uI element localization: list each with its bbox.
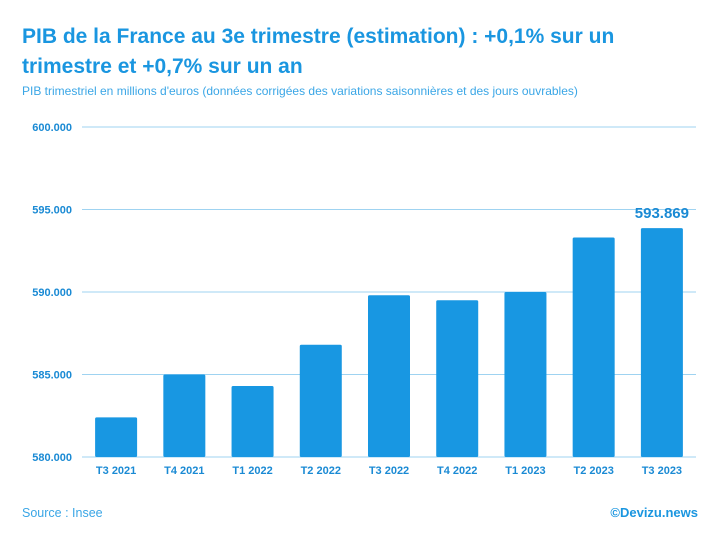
bar bbox=[436, 300, 479, 457]
x-tick-label: T1 2023 bbox=[505, 465, 545, 477]
bar bbox=[640, 228, 683, 457]
x-tick-label: T2 2022 bbox=[301, 465, 341, 477]
y-tick-label: 580.000 bbox=[32, 452, 72, 464]
x-tick-label: T3 2023 bbox=[642, 465, 682, 477]
chart-title: PIB de la France au 3e trimestre (estima… bbox=[22, 25, 615, 78]
x-tick-label: T3 2022 bbox=[369, 465, 409, 477]
x-tick-label: T4 2022 bbox=[437, 465, 477, 477]
y-tick-label: 590.000 bbox=[32, 287, 72, 299]
credit-logo: ©Devizu.news bbox=[610, 505, 698, 520]
y-tick-label: 600.000 bbox=[32, 122, 72, 134]
bar bbox=[572, 237, 615, 457]
chart-subtitle: PIB trimestriel en millions d'euros (don… bbox=[22, 84, 578, 98]
annotations: 593.869 bbox=[635, 205, 689, 222]
bar bbox=[95, 417, 138, 457]
x-tick-label: T2 2023 bbox=[573, 465, 613, 477]
bar bbox=[163, 374, 206, 457]
source-note: Source : Insee bbox=[22, 506, 103, 520]
x-tick-label: T1 2022 bbox=[232, 465, 272, 477]
y-axis-ticks: 580.000 585.000 590.000 595.000 600.000 bbox=[32, 122, 72, 464]
x-tick-label: T3 2021 bbox=[96, 465, 136, 477]
data-label: 593.869 bbox=[635, 205, 689, 222]
bar bbox=[368, 295, 410, 457]
y-tick-label: 595.000 bbox=[32, 205, 72, 217]
y-tick-label: 585.000 bbox=[32, 370, 72, 382]
bar bbox=[231, 386, 274, 457]
x-axis-ticks: T3 2021 T4 2021 T1 2022 T2 2022 T3 2022 T4 20… bbox=[96, 465, 682, 477]
bar bbox=[504, 292, 547, 457]
bars bbox=[95, 228, 683, 457]
x-tick-label: T4 2021 bbox=[164, 465, 204, 477]
bar bbox=[299, 344, 342, 457]
